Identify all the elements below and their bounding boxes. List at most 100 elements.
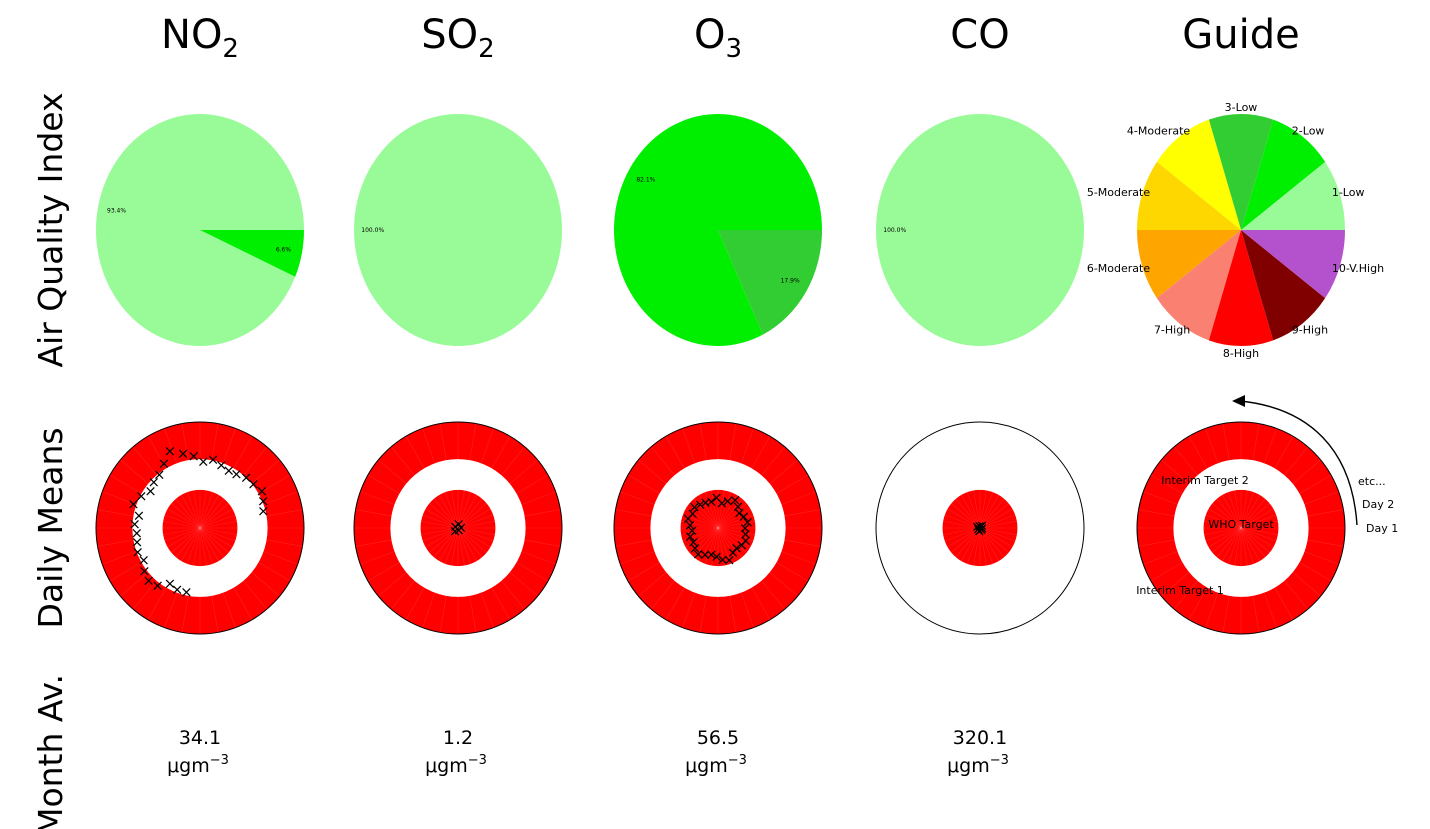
target-seam [102,527,201,565]
target-seam [199,423,219,529]
target-seam [944,527,981,628]
target-seam [457,446,526,529]
pie-slice-guide-3-low-label: 3-Low [1225,101,1258,114]
target-seam [1138,509,1242,529]
target-seam [717,423,737,529]
guide-label-interim-2: Interim Target 2 [1161,474,1249,487]
target-seam [1240,459,1321,529]
target-seam [457,527,511,620]
target-seam [620,491,719,529]
guide-label-day1: Day 1 [1366,522,1398,535]
daily-mean-marker-no2: × [180,583,193,601]
target-seam [979,428,1016,529]
daily-mean-marker-o3: × [715,494,728,512]
month-avg-o3: 56.5 [697,727,739,749]
target-seam [927,527,981,620]
target-seam [889,474,981,529]
target-seam [1240,436,1294,529]
target-seam [457,459,538,529]
target-seam [717,428,754,529]
daily-mean-marker-o3: × [733,504,746,522]
target-seam [877,509,981,529]
pie-slice-so2-1-low [354,114,562,346]
target-seam [1150,527,1242,582]
target-ring-who-so2 [420,489,496,567]
target-seam [457,527,494,628]
daily-mean-marker-no2: × [171,580,184,598]
target-seam [199,527,268,610]
daily-mean-marker-o3: × [741,513,754,531]
daily-mean-marker-o3: × [732,498,745,516]
daily-mean-marker-no2: × [128,515,141,533]
target-seam [615,509,719,529]
daily-mean-targets: ×××××××××××××××××××××××××××× ×××××××× ××××… [95,421,1346,635]
row-labels: Air Quality Index Daily Means Month Av. [31,92,70,829]
col-title-o3-sub: 3 [725,34,742,64]
target-seam [912,527,981,610]
pie-slice-guide-9-high [1241,230,1326,341]
target-seam [360,491,459,529]
target-seam [1173,446,1242,529]
daily-mean-marker-no2: × [151,577,164,595]
pie-slice-no2-1-low-pct: 93.4% [107,207,126,214]
target-seam [199,527,236,628]
daily-mean-marker-o3: × [723,551,736,569]
target-seam [199,527,280,597]
target-seam [1240,428,1277,529]
pie-slice-guide-6-moderate-label: 6-Moderate [1087,262,1151,275]
target-seam [927,436,981,529]
daily-mean-marker-o3: × [699,546,712,564]
target-ring-who-no2 [162,489,238,567]
month-averages: 34.1 μgm−3 1.2 μgm−3 56.5 μgm−3 320.1 μg… [167,727,1009,777]
target-seam [1240,527,1277,628]
target-seam [102,491,201,529]
target-seam [132,446,201,529]
target-seam [882,527,981,565]
daily-mean-marker-no2: × [142,572,155,590]
target-seam [717,459,798,529]
target-seam [882,491,981,529]
target-seam [717,527,771,620]
target-seam [961,527,981,633]
target-seam [615,527,719,547]
target-seam [717,527,786,610]
daily-mean-marker-co: × [975,521,988,539]
target-seam [109,527,201,582]
daily-mean-marker-no2: × [133,506,146,524]
target-seam [944,428,981,529]
month-avg-unit-no2: μgm−3 [167,753,229,777]
pie-slice-co-1-low [876,114,1084,346]
daily-mean-marker-o3: × [739,519,752,537]
target-seam [638,527,719,597]
pie-slice-guide-8-high [1208,230,1274,347]
target-seam [199,474,291,529]
pie-slice-co-1-low-pct: 100.0% [883,227,906,234]
guide-label-who: WHO Target [1208,518,1274,531]
pie-slice-guide-1-low-label: 1-Low [1332,186,1365,199]
daily-mean-marker-o3: × [710,488,723,506]
pie-slice-guide-2-low [1241,119,1326,230]
target-seam [457,474,549,529]
target-seam [199,527,253,620]
target-seam [1173,527,1242,610]
target-seam [378,459,459,529]
target-seam [620,527,719,565]
daily-mean-marker-no2: × [257,502,270,520]
month-avg-no2: 34.1 [179,727,221,749]
target-seam [457,527,549,582]
target-seam [979,527,1071,582]
daily-mean-marker-no2: × [177,445,190,463]
target-o3: ××××××××××××××××××××××××××××××× [613,421,823,635]
target-seam [439,527,459,633]
daily-mean-marker-no2: × [240,469,253,487]
target-seam [979,527,1078,565]
daily-mean-marker-no2: × [158,455,171,473]
guide-label-interim-1: Interim Target 1 [1136,584,1224,597]
pie-slice-no2-2-low [200,230,304,277]
target-seam [1240,474,1332,529]
daily-mean-marker-o3: × [686,522,699,540]
pie-slice-guide-5-moderate-label: 5-Moderate [1087,186,1151,199]
col-title-o3: O3 [694,12,742,64]
target-seam [979,423,999,529]
target-seam [422,428,459,529]
